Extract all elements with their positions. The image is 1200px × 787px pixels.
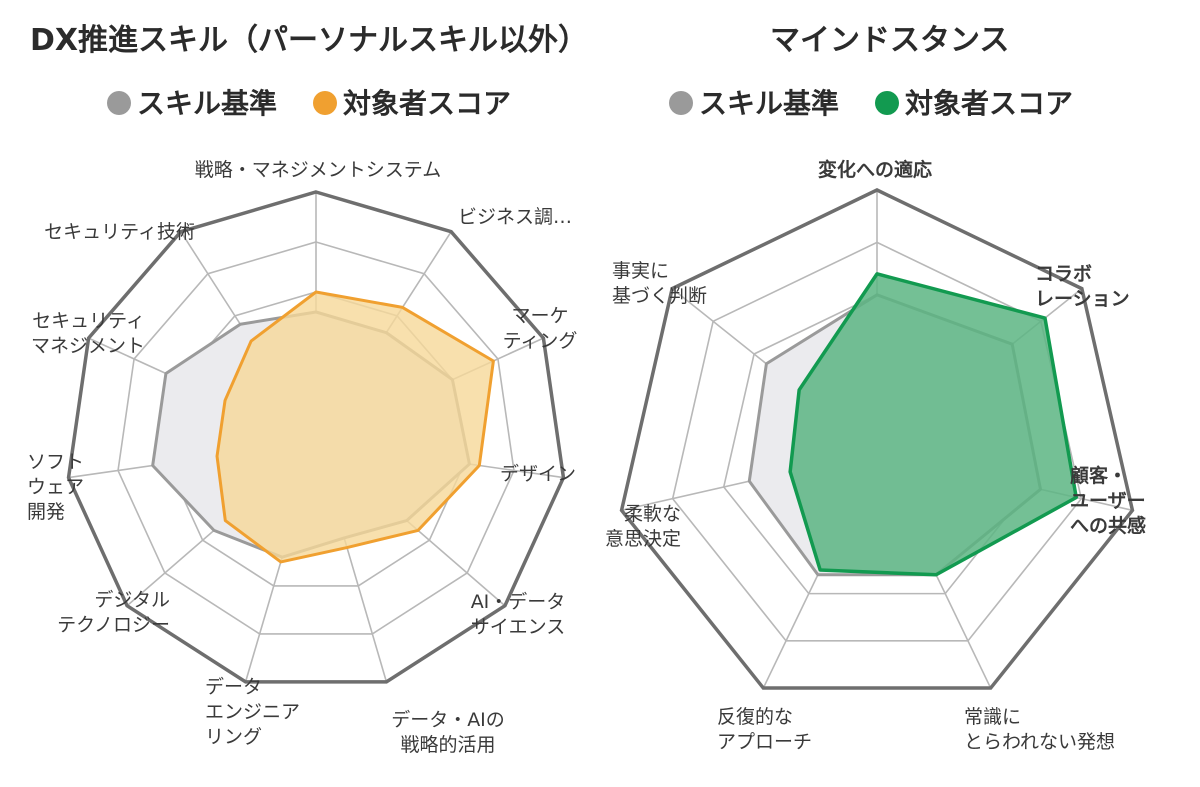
- axis-label: セキュリティマネジメント: [31, 310, 145, 357]
- legend-swatch-score: [875, 91, 899, 115]
- outer-ring: [66, 190, 566, 684]
- axis-label: データ・AIの戦略的活用: [391, 709, 505, 756]
- right-chart-title: マインドスタンス: [770, 23, 1009, 58]
- series-area-score: [788, 272, 1078, 577]
- axis-label: 変化への適応: [818, 158, 932, 181]
- legend-swatch-baseline: [107, 91, 131, 115]
- axis-label: 戦略・マネジメントシステム: [195, 159, 441, 181]
- legend-label-baseline: スキル基準: [137, 87, 277, 120]
- axis-label: 柔軟な意思決定: [605, 503, 681, 550]
- left-chart-title: DX推進スキル（パーソナルスキル以外）: [30, 23, 588, 58]
- axis-label: ビジネス調…: [458, 206, 572, 228]
- axis-label: 事実に基づく判断: [612, 260, 707, 307]
- legend-label-score: 対象者スコア: [343, 87, 511, 120]
- axis-label: AI・データサイエンス: [471, 591, 566, 638]
- outer-ring: [619, 188, 1135, 690]
- left-legend: スキル基準 対象者スコア: [107, 87, 511, 120]
- legend-label-score: 対象者スコア: [905, 87, 1073, 120]
- axis-label: 反復的なアプローチ: [717, 706, 812, 753]
- axis-label: コラボレーション: [1035, 263, 1130, 310]
- right-legend: スキル基準 対象者スコア: [669, 87, 1073, 120]
- grid-ring: [117, 241, 515, 635]
- axis-label: ソフトウェア開発: [27, 451, 84, 523]
- axis-label: マーケティング: [503, 305, 578, 352]
- legend-swatch-score: [313, 91, 337, 115]
- legend-label-baseline: スキル基準: [699, 87, 839, 120]
- series-area-score: [215, 290, 495, 564]
- axis-label: デジタルテクノロジー: [57, 589, 170, 636]
- axis-label: 顧客・ユーザーへの共感: [1070, 464, 1146, 537]
- axis-label: 常識にとらわれない発想: [964, 706, 1115, 753]
- axis-label: セキュリティ技術: [44, 221, 195, 243]
- axis-label: データエンジニアリング: [205, 676, 300, 748]
- legend-swatch-baseline: [669, 91, 693, 115]
- axis-label: デザイン: [500, 463, 576, 485]
